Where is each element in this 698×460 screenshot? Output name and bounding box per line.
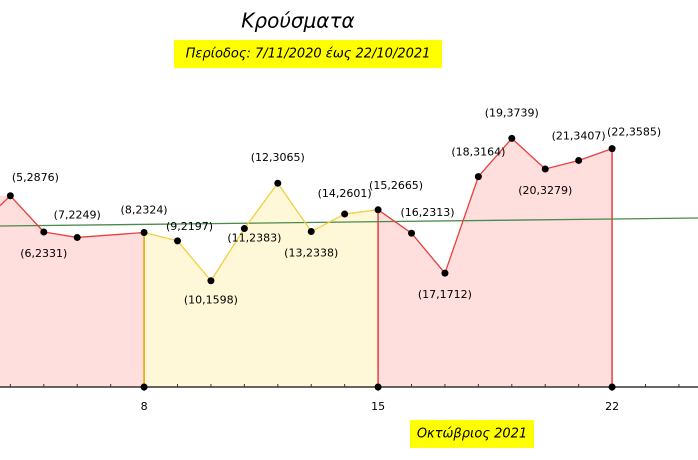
point-label: (8,2324): [121, 203, 168, 216]
point-label: (11,2383): [227, 232, 281, 245]
point-label: (17,1712): [418, 288, 472, 301]
line-segment: [210, 228, 245, 282]
point: [541, 165, 549, 173]
region-fill: [0, 195, 145, 387]
line-segment: [310, 213, 345, 233]
x-tick-label: 8: [141, 400, 148, 413]
x-tick-label: 22: [605, 400, 619, 413]
line-segment: [477, 137, 513, 178]
point: [474, 173, 482, 181]
line-segment: [9, 195, 45, 233]
point: [174, 237, 182, 245]
region-fill: [378, 138, 613, 387]
line-segment: [344, 209, 379, 215]
point-label: (14,2601): [318, 187, 372, 200]
line-segment: [43, 231, 78, 239]
point: [441, 269, 449, 277]
point: [274, 179, 282, 187]
base-point: [608, 383, 616, 391]
point: [307, 228, 315, 236]
line-segment: [277, 182, 312, 232]
line-segment: [177, 240, 212, 282]
line-segment: [411, 232, 446, 274]
point: [6, 192, 14, 200]
point-label: (19,3739): [485, 106, 539, 119]
x-label-box: [410, 420, 534, 448]
point: [240, 225, 248, 233]
point: [341, 210, 349, 218]
point: [40, 228, 48, 236]
point-label: (9,2197): [166, 220, 213, 233]
base-point: [140, 383, 148, 391]
point-label: (18,3164): [451, 146, 505, 159]
subtitle-box: [174, 40, 442, 68]
point: [73, 233, 81, 241]
point-label: (15,2665): [369, 179, 423, 192]
x-tick-label: 15: [371, 400, 385, 413]
point-label: (21,3407): [552, 129, 606, 142]
point-label: (12,3065): [251, 151, 305, 164]
x-axis-label: Οκτώβριος 2021: [417, 427, 527, 442]
line-segment: [243, 182, 279, 229]
line-segment: [143, 231, 178, 242]
point-label: (20,3279): [518, 184, 572, 197]
point-label: (10,1598): [184, 294, 238, 307]
point-label: (7,2249): [54, 208, 101, 221]
region-fill: [144, 183, 379, 387]
point: [508, 134, 516, 142]
point-label: (16,2313): [400, 206, 454, 219]
line-segment: [545, 159, 579, 170]
point-label: (5,2876): [12, 171, 59, 184]
point: [140, 228, 148, 236]
point: [374, 206, 382, 214]
point-label: (22,3585): [607, 126, 661, 139]
point-label: (6,2331): [20, 247, 67, 260]
point: [608, 145, 616, 153]
chart-title: Κρούσματα: [241, 9, 354, 33]
point: [575, 156, 583, 164]
subtitle: Περίοδος: 7/11/2020 έως 22/10/2021: [186, 47, 431, 62]
point-label: (13,2338): [284, 247, 338, 260]
line-segment: [578, 148, 613, 162]
line-segment: [77, 231, 145, 239]
trend-line: [0, 217, 698, 227]
line-segment: [511, 137, 546, 170]
line-segment: [444, 176, 479, 274]
line-segment: [377, 209, 412, 234]
point: [207, 277, 215, 285]
point: [408, 229, 416, 237]
base-point: [374, 383, 382, 391]
